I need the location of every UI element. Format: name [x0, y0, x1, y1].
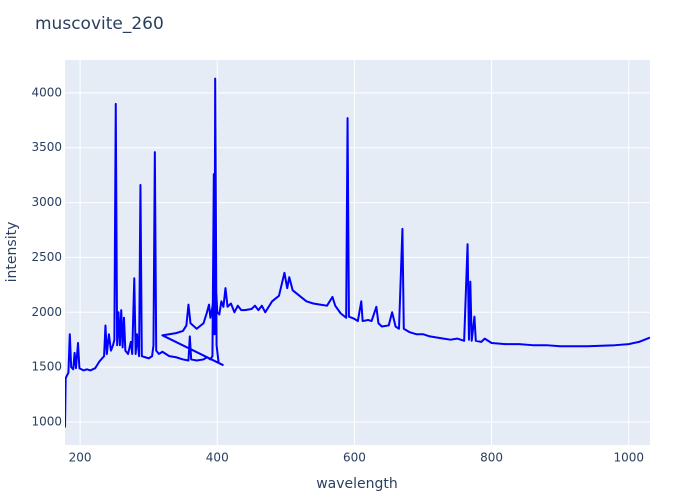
y-tick-label: 3000	[31, 195, 62, 209]
y-axis-label: intensity	[4, 222, 20, 283]
chart-title: muscovite_260	[35, 14, 164, 34]
series-line	[65, 77, 650, 428]
x-tick-label: 400	[206, 451, 229, 465]
x-tick-label: 600	[343, 451, 366, 465]
y-tick-label: 4000	[31, 85, 62, 99]
y-tick-label: 1000	[31, 414, 62, 428]
x-tick-label: 200	[69, 451, 92, 465]
y-tick-label: 2500	[31, 250, 62, 264]
plot-background	[65, 60, 650, 445]
y-tick-label: 1500	[31, 360, 62, 374]
y-tick-label: 3500	[31, 140, 62, 154]
x-tick-label: 1000	[613, 451, 644, 465]
x-tick-label: 800	[480, 451, 503, 465]
x-axis-label: wavelength	[316, 476, 398, 492]
y-tick-label: 2000	[31, 305, 62, 319]
